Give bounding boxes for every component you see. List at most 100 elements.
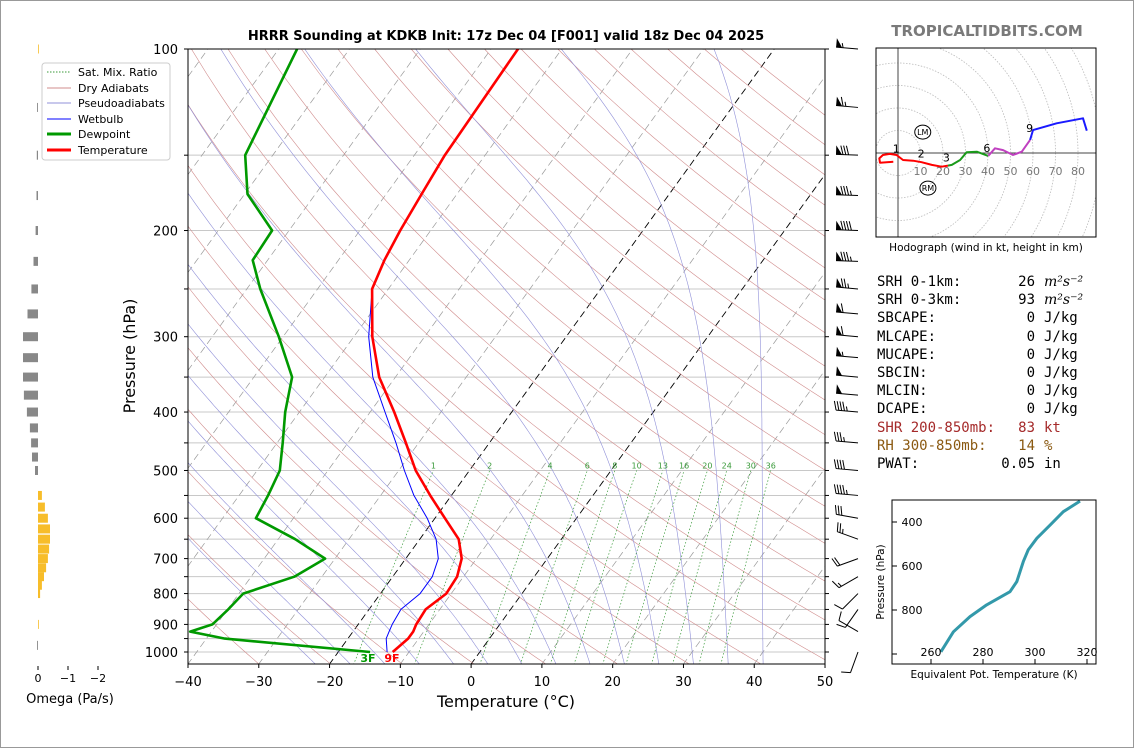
y-tick-label: 200 [153, 225, 178, 240]
omega-bar [38, 44, 39, 54]
skewt-plot-area [188, 49, 825, 664]
barb-flag [836, 401, 840, 411]
omega-bar [23, 372, 38, 382]
parameter-row: DCAPE: 0 J/kg [877, 400, 1107, 418]
theta-e-y-tick-label: 400 [902, 516, 923, 529]
legend-box [41, 62, 171, 161]
pseudoadiabat [415, 49, 694, 664]
parameter-label: MLCIN: [877, 383, 928, 400]
dry-adiabat [191, 49, 825, 621]
parameter-label: RH 300-850mb: [877, 437, 987, 454]
omega-bar [35, 465, 38, 475]
omega-bar [37, 640, 38, 650]
mixing-ratio-label: 10 [631, 461, 641, 470]
hodograph-ring-label: 10 [914, 165, 928, 178]
legend-label: Wetbulb [78, 113, 123, 126]
theta-e-plot: 260 280 300 320 400 600 800 [892, 499, 1098, 664]
hodograph-trace [1029, 117, 1088, 141]
barb-flag [839, 484, 843, 495]
surface-temperature-label: 9F [384, 652, 399, 665]
omega-bar [23, 353, 38, 363]
hodograph-ring-label: 50 [1004, 165, 1018, 178]
hodograph-height-label: 6 [983, 142, 990, 155]
barb-staff [836, 440, 859, 444]
omega-bar [27, 309, 38, 319]
wind-barb [836, 384, 859, 396]
y-tick-label: 100 [153, 43, 178, 58]
mixing-ratio-label: 30 [746, 461, 756, 470]
barb-flag [845, 145, 850, 155]
dry-adiabat [520, 49, 825, 301]
barb-staff [836, 311, 859, 315]
dry-adiabat [188, 598, 260, 664]
hodograph-height-label: 3 [943, 152, 950, 165]
barb-staff [844, 609, 859, 628]
wind-barb [836, 522, 859, 540]
barb-pennant [836, 220, 842, 230]
barb-staff [836, 334, 859, 338]
barb-flag [834, 604, 843, 610]
barb-flag [845, 251, 850, 262]
dry-adiabat [188, 471, 403, 664]
highlight-isotherm [329, 49, 775, 664]
parameter-row: RH 300-850mb: 14% [877, 437, 1107, 455]
wind-barb [834, 593, 859, 610]
pseudoadiabat [188, 500, 351, 664]
omega-bar [38, 534, 50, 544]
hodograph-trace [987, 139, 1031, 157]
theta-e-ylabel: Pressure (hPa) [875, 544, 887, 619]
parameter-row: MLCIN: 0 J/kg [877, 382, 1107, 400]
parameter-value: 26 [1018, 274, 1035, 290]
barb-staff [835, 153, 859, 156]
x-tick-label: 20 [604, 675, 621, 690]
barb-flag [843, 278, 847, 288]
dry-adiabat [484, 49, 825, 334]
wind-barb [836, 278, 859, 290]
skewt-ylabel: Pressure (hPa) [120, 299, 139, 414]
wind-barb [836, 38, 859, 50]
barb-flag [848, 221, 852, 231]
storm-motion-marker [914, 124, 932, 140]
highlight-isotherm [470, 173, 825, 664]
omega-bar [23, 332, 38, 342]
barb-pennant [836, 251, 842, 261]
barb-flag [833, 459, 837, 469]
barb-flag [833, 400, 837, 411]
wind-barb [834, 505, 859, 519]
theta-e-frame [891, 499, 1097, 665]
barb-half-flag [837, 582, 842, 587]
wind-barb [835, 185, 859, 197]
wind-barb [836, 303, 859, 315]
omega-bar [26, 407, 38, 417]
mixing-ratio-label: 1 [431, 461, 436, 470]
y-tick-label: 900 [153, 618, 178, 633]
barb-flag [843, 220, 847, 231]
hodograph-height-label: 1 [893, 142, 900, 155]
omega-tick-label: 0 [35, 672, 42, 685]
omega-bar [31, 284, 38, 294]
mixing-ratio-label: 8 [612, 461, 617, 470]
mixing-ratio-line [720, 470, 772, 664]
barb-pennant [836, 366, 843, 376]
parameter-unit: J/kg [1044, 401, 1078, 418]
barb-pennant [836, 346, 843, 357]
parameter-value: 93 [1018, 292, 1035, 309]
dewpoint-line [188, 49, 371, 654]
dry-adiabat [374, 49, 825, 436]
wind-barb [831, 557, 859, 567]
hodograph-frame [875, 47, 1097, 238]
barb-flag [842, 401, 845, 411]
barb-flag [831, 580, 840, 589]
pseudoadiabat [220, 49, 625, 664]
mixing-ratio-line [602, 470, 664, 664]
hodograph-height-label: 2 [918, 148, 925, 161]
isotherm-line [188, 49, 280, 176]
barb-staff [836, 468, 859, 471]
skewt-frame [187, 48, 826, 665]
omega-xlabel: Omega (Pa/s) [26, 692, 114, 707]
parameter-row: SHR 200-850mb: 83 kt [877, 419, 1107, 437]
barb-half-flag [849, 256, 852, 262]
parameter-unit: J/kg [1044, 364, 1078, 381]
dry-adiabat [410, 49, 825, 401]
